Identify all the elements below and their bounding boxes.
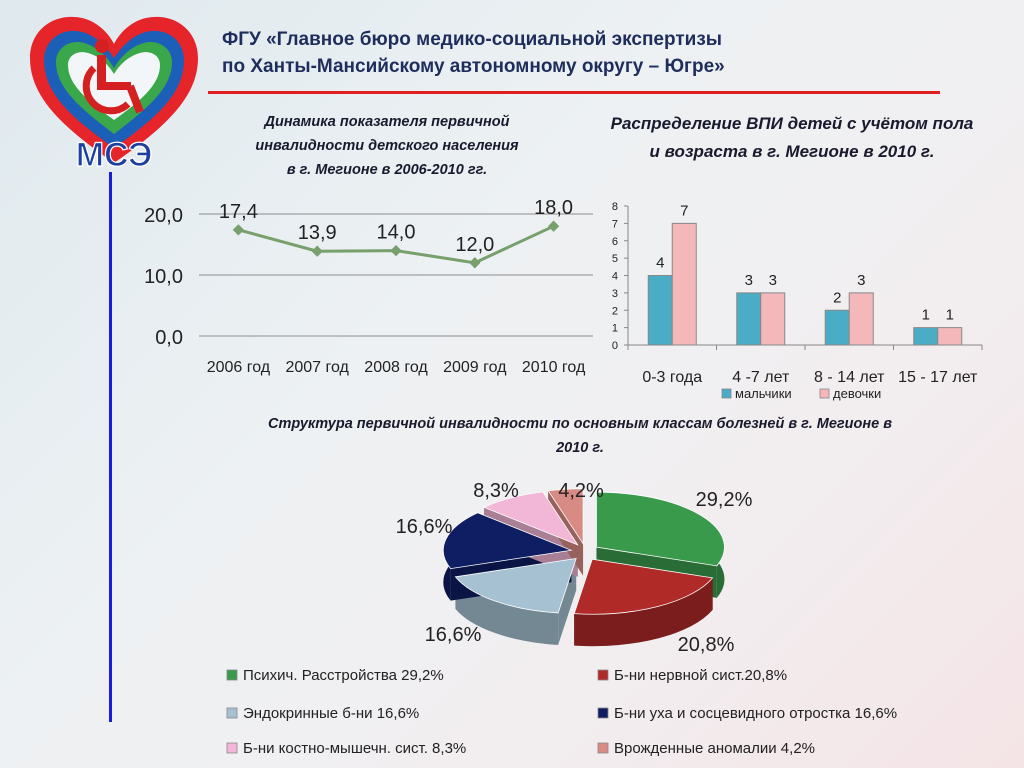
line-data-label: 17,4 <box>219 201 258 223</box>
pie-chart-title-1: Структура первичной инвалидности по осно… <box>268 416 892 432</box>
line-ytick-label: 0,0 <box>155 327 183 349</box>
pie-slice <box>483 491 579 546</box>
pie-legend-swatch <box>597 669 609 681</box>
pie-legend-label: Эндокринные б-ни 16,6% <box>243 705 419 722</box>
line-xtick-label: 2008 год <box>364 359 428 376</box>
bar-legend-swatch <box>819 388 830 399</box>
bar-ytick-label: 0 <box>612 340 618 352</box>
pie-legend-swatch <box>226 707 238 719</box>
pie-legend-label: Б-ни уха и сосцевидного отростка 16,6% <box>614 705 897 722</box>
pie-legend-swatch <box>597 707 609 719</box>
pie-data-label: 8,3% <box>473 480 519 502</box>
bar-data-label: 2 <box>833 289 841 306</box>
line-xtick-label: 2007 год <box>285 359 349 376</box>
pie-slice-rim <box>455 576 559 645</box>
page-header: ФГУ «Главное бюро медико-социальной эксп… <box>222 26 725 80</box>
line-ytick-label: 20,0 <box>144 205 183 227</box>
pie-slice-rim <box>574 577 713 647</box>
bar-girls <box>848 292 874 346</box>
line-ytick-label: 10,0 <box>144 266 183 288</box>
pie-legend-label: Врожденные аномалии 4,2% <box>614 740 815 757</box>
bar-xtick-label: 0-3 года <box>642 369 702 386</box>
bar-ytick-label: 4 <box>612 271 618 283</box>
bar-ytick-label: 5 <box>612 253 618 265</box>
bar-xtick-label: 15 - 17 лет <box>898 369 978 386</box>
bar-girls <box>760 292 786 346</box>
logo-text: МСЭ <box>76 136 153 173</box>
bar-ytick-label: 1 <box>612 323 618 335</box>
mse-logo: МСЭ <box>30 16 198 173</box>
pie-legend-swatch <box>226 669 238 681</box>
line-xtick-label: 2010 год <box>522 359 586 376</box>
pie-slice <box>442 512 573 570</box>
bar-ytick-label: 8 <box>612 201 618 213</box>
bar-legend-label: мальчики <box>735 386 792 401</box>
line-data-label: 13,9 <box>298 222 337 244</box>
pie-slice <box>573 558 714 615</box>
header-line-2: по Ханты-Мансийскому автономному округу … <box>222 56 725 77</box>
header-divider <box>208 91 940 94</box>
bar-ytick-label: 7 <box>612 218 618 230</box>
pie-legend-swatch <box>226 742 238 754</box>
pie-slice <box>454 558 577 614</box>
bar-data-label: 1 <box>922 307 930 324</box>
pie-data-label: 29,2% <box>696 489 753 511</box>
line-data-label: 18,0 <box>534 197 573 219</box>
pie-data-label: 16,6% <box>425 624 482 646</box>
line-chart-title-2: инвалидности детского населения <box>255 138 519 154</box>
bar-boys <box>736 292 762 346</box>
pie-legend-label: Психич. Расстройства 29,2% <box>243 667 444 684</box>
pie-slice <box>547 488 584 546</box>
pie-chart-title: Структура первичной инвалидности по осно… <box>190 412 970 460</box>
pie-data-label: 16,6% <box>396 516 453 538</box>
line-point <box>390 244 402 257</box>
pie-slice <box>596 491 725 567</box>
bar-chart-title: Распределение ВПИ детей с учётом пола и … <box>574 110 1010 166</box>
line-xtick-label: 2006 год <box>207 359 271 376</box>
bar-data-label: 1 <box>946 307 954 324</box>
line-point <box>469 257 481 269</box>
bar-boys <box>647 275 673 346</box>
line-point <box>311 245 323 257</box>
wheelchair-icon <box>82 39 144 115</box>
line-chart-title-3: в г. Мегионе в 2006-2010 гг. <box>286 162 488 178</box>
line-data-label: 14,0 <box>377 222 416 244</box>
line-point <box>232 224 245 236</box>
line-xtick-label: 2009 год <box>443 359 507 376</box>
side-divider <box>109 172 112 722</box>
bar-ytick-label: 2 <box>612 305 618 317</box>
bar-chart-title-2: и возраста в г. Мегионе в 2010 г. <box>649 142 935 161</box>
bar-data-label: 3 <box>745 272 753 289</box>
bar-girls <box>671 222 697 346</box>
pie-legend-swatch <box>597 742 609 754</box>
bar-data-label: 7 <box>680 202 688 219</box>
line-chart-title: Динамика показателя первичной инвалиднос… <box>212 110 562 182</box>
bar-data-label: 4 <box>656 255 664 272</box>
bar-xtick-label: 4 -7 лет <box>732 369 790 386</box>
pie-legend-label: Б-ни нервной сист.20,8% <box>614 667 787 684</box>
line-data-label: 12,0 <box>455 234 494 256</box>
header-line-1: ФГУ «Главное бюро медико-социальной эксп… <box>222 29 722 50</box>
pie-data-label: 4,2% <box>558 480 604 502</box>
bar-boys <box>824 309 850 346</box>
bar-girls <box>937 327 963 346</box>
bar-ytick-label: 6 <box>612 236 618 248</box>
bar-data-label: 3 <box>857 272 865 289</box>
line-chart-title-1: Динамика показателя первичной <box>264 114 510 130</box>
bar-chart-title-1: Распределение ВПИ детей с учётом пола <box>610 114 974 133</box>
bar-xtick-label: 8 - 14 лет <box>814 369 885 386</box>
bar-ytick-label: 3 <box>612 288 618 300</box>
bar-legend-label: девочки <box>833 386 881 401</box>
line-point <box>547 220 560 232</box>
pie-legend-label: Б-ни костно-мышечн. сист. 8,3% <box>243 740 466 757</box>
pie-data-label: 20,8% <box>678 634 735 656</box>
bar-legend-swatch <box>721 388 732 399</box>
bar-data-label: 3 <box>769 272 777 289</box>
pie-chart-title-2: 2010 г. <box>556 440 604 456</box>
